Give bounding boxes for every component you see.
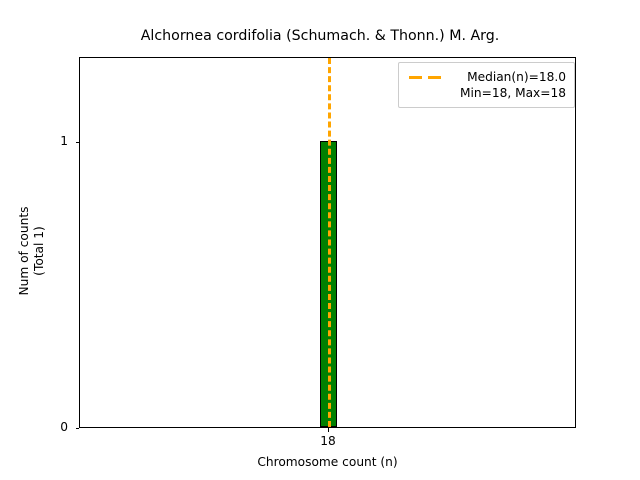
x-tick-label-18: 18 [320,434,336,448]
y-tick-mark-1 [75,141,80,143]
x-tick-mark-18 [327,428,329,432]
median-line [328,58,331,427]
y-tick-label-0: 0 [60,420,68,434]
x-axis-label: Chromosome count (n) [257,455,398,469]
y-tick-mark-0 [75,427,80,429]
chart-title: Alchornea cordifolia (Schumach. & Thonn.… [140,28,500,44]
legend-entry-median-label-line2: Min=18, Max=18 [459,86,566,100]
legend-entry-median: Median(n)=18.0 [407,69,566,85]
y-tick-label-1: 1 [60,134,68,148]
legend: Median(n)=18.0 Min=18, Max=18 [398,62,575,108]
plot-inner [80,58,575,427]
median-dashed-line-icon [407,69,445,85]
legend-marker-spacer [407,85,445,101]
plot-area [79,57,576,428]
legend-entry-minmax: Min=18, Max=18 [407,85,566,101]
legend-entry-median-label-line1: Median(n)=18.0 [467,70,566,84]
y-axis-label: Num of counts (Total 1) [17,206,46,296]
y-axis-label-container: Num of counts (Total 1) [0,0,60,480]
